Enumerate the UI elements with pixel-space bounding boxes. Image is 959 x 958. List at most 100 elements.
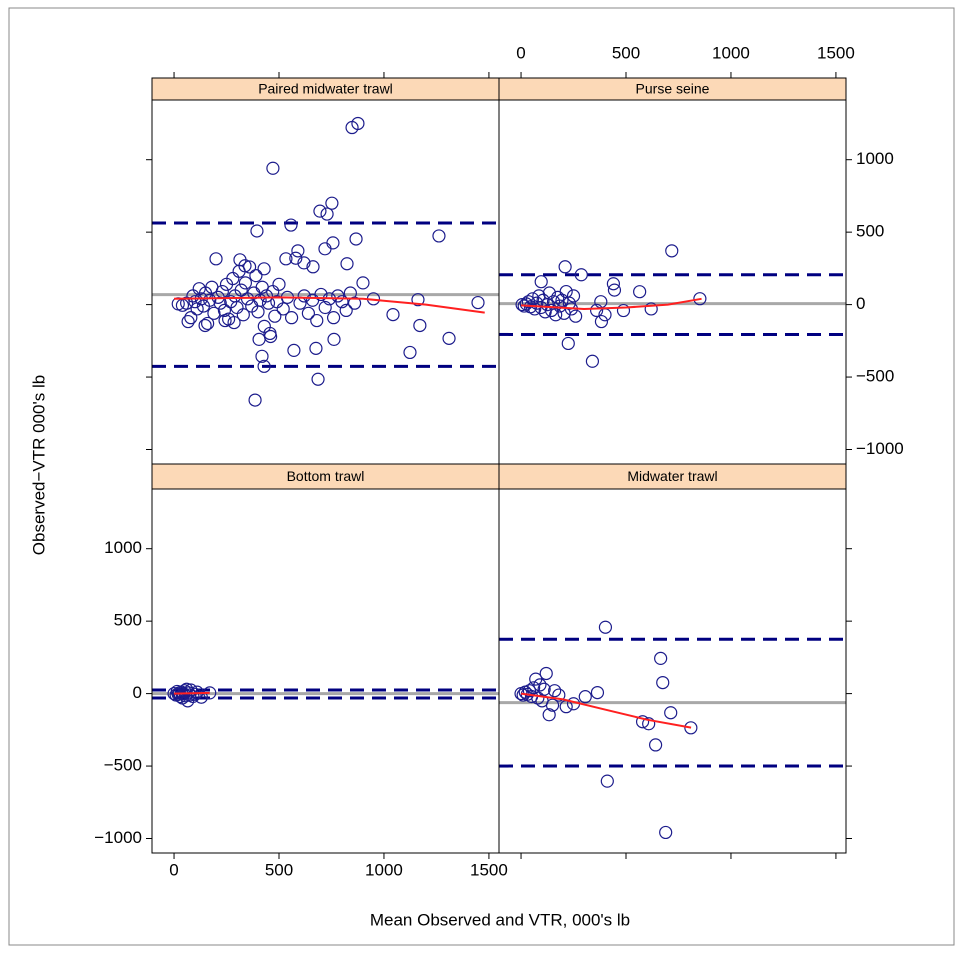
y-tick-label: 1000 (856, 149, 894, 168)
panel: Purse seine 0 500 1000 1500 −1000 −500 0 500 1000 (498, 43, 904, 465)
point (203, 293, 217, 307)
x-tick-label: 1500 (470, 860, 508, 879)
x-tick-label: 0 (169, 860, 178, 879)
y-tick-label: 0 (133, 683, 142, 702)
point (664, 706, 678, 720)
point (561, 336, 575, 351)
point (606, 277, 621, 291)
x-tick-label: 500 (265, 860, 293, 879)
point (339, 303, 353, 318)
point (386, 308, 400, 322)
point (218, 313, 232, 328)
point (515, 298, 529, 312)
point (243, 260, 257, 274)
point (544, 303, 559, 318)
point (659, 825, 673, 840)
point (537, 682, 551, 696)
point (272, 277, 286, 291)
point (217, 303, 232, 318)
point (542, 708, 556, 722)
smooth-line (174, 296, 485, 314)
point (184, 311, 198, 325)
point (684, 721, 698, 735)
point (238, 276, 253, 290)
point (250, 224, 264, 238)
x-axis-label: Mean Observed and VTR, 000's lb (370, 910, 630, 929)
point (255, 349, 269, 363)
strip (498, 463, 847, 490)
point (238, 259, 252, 273)
point (548, 684, 562, 698)
point (318, 300, 332, 315)
point (533, 678, 547, 692)
point (207, 306, 221, 320)
strip-title: Bottom trawl (287, 468, 365, 484)
strip-title: Paired midwater trawl (258, 81, 393, 97)
point (284, 218, 298, 232)
point (616, 303, 631, 318)
point (266, 161, 280, 175)
x-tick-label: 1000 (365, 860, 403, 879)
strip (151, 463, 500, 490)
point (184, 683, 198, 697)
y-tick-label: 1000 (104, 538, 142, 557)
point (209, 252, 223, 266)
point (279, 252, 293, 266)
point (291, 244, 305, 258)
point (471, 295, 485, 310)
x-tick-label: 1000 (712, 43, 750, 62)
smooth-line (520, 297, 702, 310)
y-tick-label: −500 (856, 367, 894, 386)
point (234, 283, 248, 297)
point (320, 207, 334, 221)
x-tick-label: 0 (516, 43, 525, 62)
point (188, 687, 202, 701)
point (347, 296, 362, 310)
point (327, 332, 341, 346)
x-tick-label: 1500 (817, 43, 855, 62)
point (693, 292, 707, 306)
point (318, 242, 332, 256)
point (297, 289, 311, 303)
point (287, 343, 301, 357)
y-tick-label: −500 (104, 756, 142, 775)
point (289, 251, 303, 265)
point (555, 293, 569, 307)
point (644, 302, 658, 316)
point (257, 359, 271, 373)
point (585, 354, 600, 368)
point (201, 316, 215, 331)
point (351, 116, 365, 131)
point (649, 738, 663, 752)
point (578, 690, 592, 704)
point (310, 313, 324, 328)
point (432, 229, 446, 243)
y-tick-label: −1000 (94, 828, 142, 847)
strip-title: Purse seine (636, 81, 710, 97)
point (549, 308, 563, 322)
point (542, 286, 556, 300)
panel-border (498, 488, 847, 854)
smooth-line (520, 692, 692, 729)
point (198, 318, 212, 333)
point (411, 293, 425, 307)
point (413, 318, 427, 333)
point (522, 684, 537, 698)
strip-title: Midwater trawl (627, 468, 717, 484)
point (562, 296, 576, 310)
point (600, 774, 614, 788)
point (552, 688, 566, 702)
point (309, 341, 323, 355)
y-axis-label: Observed−VTR 000's lb (29, 375, 48, 555)
point (340, 257, 354, 271)
point (276, 302, 290, 316)
point (558, 260, 572, 274)
point (574, 268, 588, 282)
point (326, 311, 341, 325)
point (335, 295, 349, 309)
point (569, 309, 583, 323)
point (297, 256, 311, 270)
point (642, 717, 656, 731)
point (590, 685, 605, 700)
